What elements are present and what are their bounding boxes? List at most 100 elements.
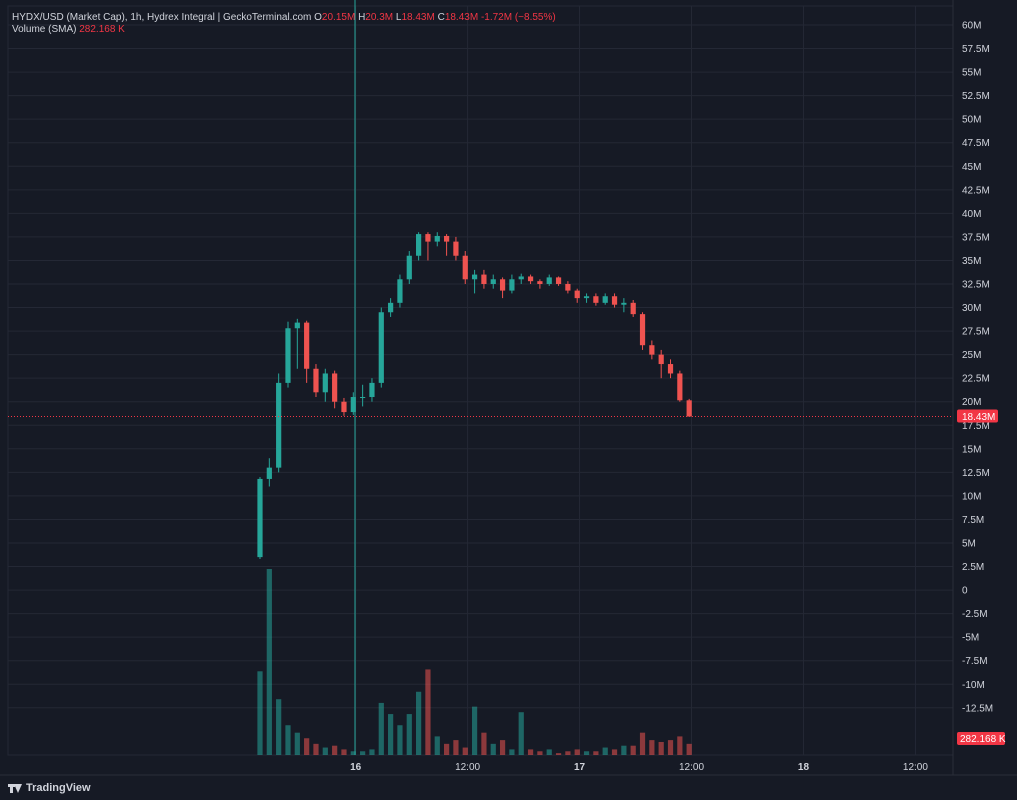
candle-body	[369, 382, 375, 398]
candle-body	[388, 302, 394, 313]
candle-body	[294, 322, 300, 329]
candle-body	[565, 283, 571, 291]
candle-body	[471, 274, 478, 280]
volume-bar	[630, 745, 636, 755]
volume-bar	[341, 749, 347, 755]
last-volume-badge	[957, 732, 1005, 745]
legend-open-value: 20.15M	[321, 12, 356, 23]
candle-body	[686, 400, 692, 417]
volume-bar	[667, 740, 674, 755]
time-tick-label: 18	[798, 762, 810, 773]
volume-bar	[388, 714, 394, 755]
candle-body	[360, 397, 366, 399]
volume-bar	[481, 732, 487, 755]
candle-body	[537, 281, 543, 284]
price-tick-label: 22.5M	[962, 374, 990, 385]
candle-body	[583, 296, 590, 299]
legend-low-label: L	[395, 12, 402, 23]
volume-bar	[425, 669, 431, 755]
volume-bar	[350, 751, 356, 755]
price-tick-label: 47.5M	[962, 138, 990, 149]
candle-body	[621, 302, 627, 305]
legend-open-label: O	[314, 12, 322, 23]
candle-body	[332, 373, 338, 402]
volume-bar	[518, 712, 524, 755]
volume-bar	[527, 749, 534, 755]
volume-bar	[322, 747, 328, 755]
volume-bar	[621, 745, 627, 755]
price-tick-label: -7.5M	[962, 656, 988, 667]
volume-bar	[471, 706, 478, 755]
candle-body	[509, 279, 515, 291]
volume-legend-value: 282.168 K	[79, 24, 125, 35]
candle-body	[257, 478, 263, 558]
price-tick-label: 55M	[962, 68, 981, 79]
time-tick-label: 16	[350, 762, 362, 773]
symbol-legend: HYDX/USD (Market Cap), 1h, Hydrex Integr…	[12, 12, 556, 23]
volume-bar	[462, 747, 468, 755]
candle-body	[602, 296, 608, 303]
candle-body	[658, 354, 664, 365]
candle-body	[276, 382, 282, 468]
candle-body	[378, 312, 384, 383]
volume-bar	[490, 743, 496, 755]
price-tick-label: 40M	[962, 209, 981, 220]
price-tick-label: 27.5M	[962, 327, 990, 338]
volume-bar	[313, 743, 319, 755]
time-tick-label: 12:00	[679, 762, 704, 773]
tradingview-branding[interactable]: TradingView	[8, 780, 91, 796]
legend-low-value: 18.43M	[401, 12, 435, 23]
price-tick-label: -12.5M	[962, 703, 993, 714]
volume-bar	[406, 714, 412, 755]
candle-body	[649, 345, 655, 355]
time-tick-label: 12:00	[903, 762, 928, 773]
volume-bar	[416, 691, 422, 755]
volume-bar	[257, 671, 263, 755]
volume-bar	[285, 725, 291, 755]
candle-body	[555, 277, 562, 284]
price-tick-label: 45M	[962, 162, 981, 173]
candle-body	[630, 302, 636, 315]
candle-body	[574, 290, 580, 299]
price-tick-label: 12.5M	[962, 468, 990, 479]
legend-high-label: H	[358, 12, 366, 23]
volume-bar	[686, 743, 692, 755]
volume-bar	[546, 749, 552, 755]
price-tick-label: 10M	[962, 491, 981, 502]
volume-bar	[378, 702, 384, 755]
price-tick-label: 30M	[962, 303, 981, 314]
last-price-label: 18.43M	[962, 412, 995, 423]
price-axis[interactable]: 60M 57.5M 55M 52.5M 50M 47.5M 45M 42.5M 40M 37.5M…	[957, 21, 1006, 746]
candle-body	[490, 279, 496, 284]
volume-legend-label[interactable]: Volume (SMA)	[12, 24, 77, 35]
volume-bar	[658, 741, 664, 755]
price-tick-label: 20M	[962, 397, 981, 408]
last-price-badge	[957, 409, 998, 423]
candle-body	[406, 255, 412, 280]
tradingview-logo-icon	[8, 783, 22, 793]
candle-body	[518, 276, 524, 280]
time-tick-label: 17	[574, 762, 586, 773]
price-tick-label: 50M	[962, 115, 981, 126]
price-tick-label: 37.5M	[962, 232, 990, 243]
volume-bar	[555, 753, 562, 755]
volume-bar	[639, 732, 646, 755]
price-tick-label: -5M	[962, 633, 979, 644]
volume-bar	[611, 749, 618, 755]
volume-bar	[294, 732, 300, 755]
candle-body	[499, 279, 506, 291]
volume-bar	[583, 751, 590, 755]
tradingview-logo-text: TradingView	[26, 782, 91, 794]
volume-bar	[565, 751, 571, 755]
volume-bar	[593, 751, 599, 755]
legend-title[interactable]: HYDX/USD (Market Cap), 1h, Hydrex Integr…	[12, 12, 312, 23]
legend-high-value: 20.3M	[365, 12, 394, 23]
volume-bar	[499, 740, 506, 755]
candle-body	[677, 373, 683, 401]
legend-close-value: 18.43M	[444, 12, 479, 23]
candle-body	[434, 235, 440, 242]
grid-lines	[0, 0, 1017, 776]
volume-legend: Volume (SMA) 282.168 K	[12, 24, 125, 35]
